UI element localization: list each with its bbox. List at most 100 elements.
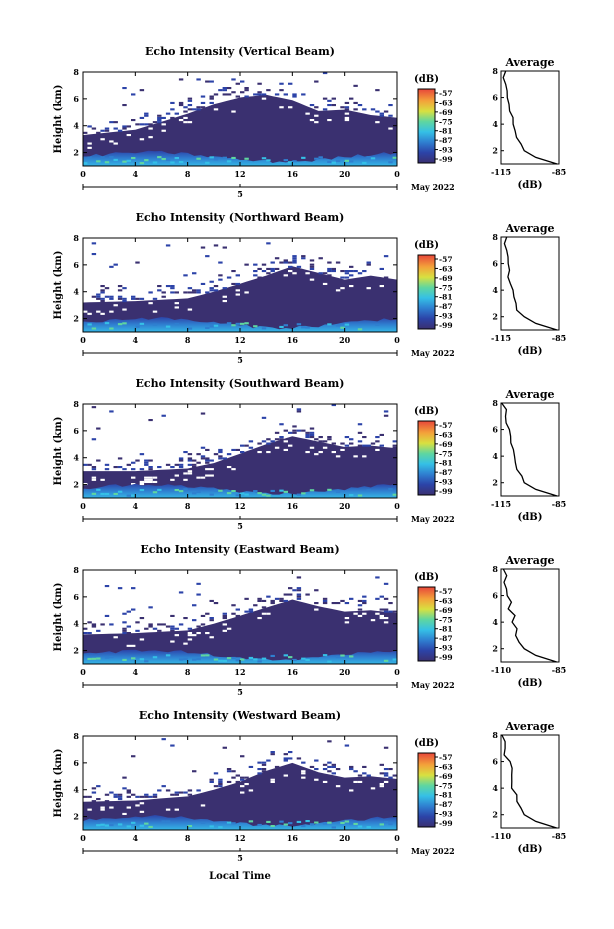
echo-cell [148, 291, 153, 294]
echo-gap [96, 310, 101, 313]
surface-cell [301, 657, 306, 660]
colorbar [417, 586, 436, 662]
surface-cell [344, 159, 350, 162]
surface-cell [375, 323, 380, 326]
surface-cell [209, 156, 214, 159]
echo-cell [135, 123, 140, 126]
echo-cell [296, 410, 302, 413]
echo-cell [383, 597, 389, 600]
echo-cell [375, 597, 380, 600]
echo-gap [174, 302, 179, 305]
echo-cell [248, 610, 254, 613]
x-tick-label: 0 [394, 335, 400, 345]
surface-cell [87, 323, 92, 326]
echo-gap [266, 451, 271, 454]
colorbar-tick-label: -57 [439, 587, 453, 596]
echo-gap [383, 780, 389, 783]
echo-cell [283, 593, 288, 596]
echo-cell [340, 276, 345, 279]
echo-cell [144, 461, 149, 464]
echo-cell [161, 738, 166, 741]
surface-cell [257, 823, 262, 826]
echo-cell [283, 429, 288, 432]
echo-cell [192, 466, 197, 469]
echo-gap [139, 138, 145, 141]
echo-cell [113, 466, 118, 469]
surface-cell [139, 824, 145, 827]
echo-gap [183, 478, 188, 481]
surface-cell [261, 327, 267, 330]
average-y-tick-label: 6 [492, 757, 498, 767]
echo-cell [187, 793, 193, 796]
echo-cell [209, 780, 214, 783]
average-title: Average [504, 222, 554, 235]
echo-cell [257, 267, 262, 270]
echo-gap [362, 612, 367, 615]
echo-cell [226, 770, 232, 773]
echo-gap [309, 278, 315, 281]
surface-cell [240, 492, 245, 495]
echo-gap [183, 121, 188, 124]
echo-cell [327, 436, 332, 439]
echo-cell [383, 414, 389, 417]
echo-cell [292, 429, 297, 432]
echo-cell [209, 80, 214, 83]
echo-cell [353, 770, 358, 773]
echo-gap [248, 789, 254, 792]
echo-gap [187, 121, 193, 124]
echo-cell [266, 267, 271, 270]
echo-cell [383, 255, 389, 258]
echo-cell [357, 608, 363, 611]
echo-gap [335, 289, 341, 292]
echo-cell [257, 276, 262, 279]
echo-gap [366, 287, 371, 290]
echo-gap [222, 295, 227, 298]
surface-cell [213, 489, 219, 492]
echo-cell [196, 106, 201, 109]
echo-gap [309, 119, 315, 122]
surface-cell [366, 826, 371, 829]
echo-cell [349, 438, 354, 441]
echo-cell [117, 457, 123, 460]
colorbar-tick-label: -99 [439, 819, 453, 828]
echo-gap [257, 451, 262, 454]
surface-cell [283, 823, 288, 826]
surface-cell [91, 327, 97, 330]
echo-cell [135, 297, 140, 300]
echo-cell [87, 125, 92, 128]
panel-5: Echo Intensity (Westward Beam) 2 4 6 8 0 4 8 12 1… [53, 709, 566, 863]
echo-cell [274, 93, 280, 96]
surface-cell [288, 161, 293, 164]
average-profile-line [502, 568, 557, 663]
echo-cell [122, 776, 127, 779]
echo-cell [322, 97, 328, 100]
echo-cell [109, 410, 114, 413]
colorbar-unit: (dB) [414, 406, 439, 417]
x-tick-label: 4 [133, 335, 139, 345]
echo-cell [139, 297, 145, 300]
echo-cell [178, 104, 184, 107]
echo-gap [222, 623, 227, 626]
panel-title: Echo Intensity (Northward Beam) [136, 211, 345, 224]
echo-cell [178, 466, 184, 469]
echo-cell [235, 608, 240, 611]
y-axis-label: Height (km) [53, 251, 64, 320]
surface-cell [83, 162, 88, 165]
echo-cell [309, 263, 315, 266]
echo-cell [357, 423, 363, 426]
average-frame [500, 402, 560, 497]
echo-cell [231, 612, 236, 615]
echo-cell [144, 459, 149, 462]
colorbar-tick-label: -87 [439, 800, 453, 809]
colorbar-tick-label: -81 [439, 791, 453, 800]
surface-cell [283, 490, 288, 493]
surface-cell [353, 822, 358, 825]
echo-cell [240, 776, 245, 779]
echo-cell [113, 127, 118, 130]
echo-cell [362, 599, 367, 602]
average-title: Average [504, 720, 554, 733]
echo-gap [305, 451, 310, 454]
surface-cell [309, 489, 315, 492]
surface-cell [113, 158, 118, 161]
echo-cell [248, 765, 254, 768]
